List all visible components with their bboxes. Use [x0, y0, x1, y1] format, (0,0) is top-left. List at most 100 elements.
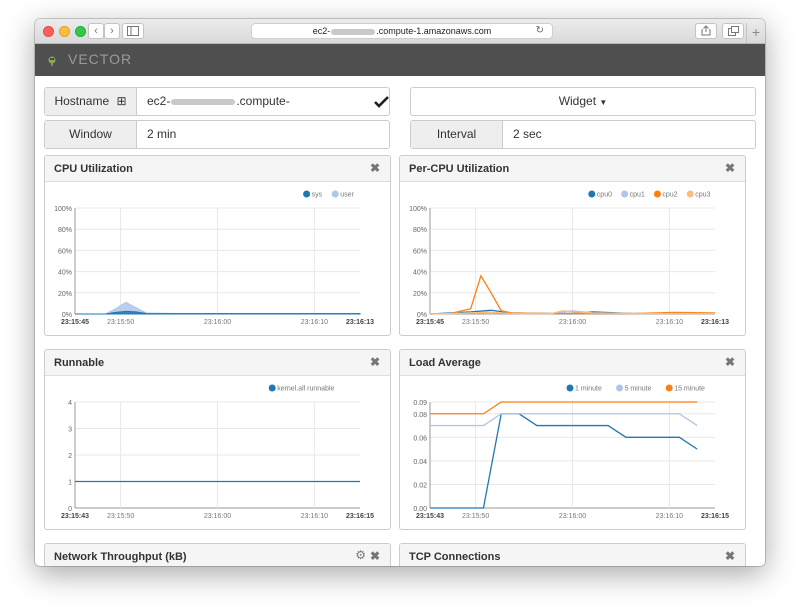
x-tick-label: 23:16:00: [559, 513, 586, 520]
url-prefix: ec2-: [312, 26, 331, 36]
x-tick-label: 23:16:00: [204, 513, 231, 520]
chevron-right-icon: ›: [110, 25, 114, 37]
hostname-input[interactable]: ec2-.compute-1.amazonaws.com: [147, 88, 371, 135]
tabs-button[interactable]: [722, 23, 744, 39]
url-suffix: .compute-1.amazonaws.com: [376, 26, 492, 36]
minimize-window-button[interactable]: [59, 26, 70, 37]
caret-down-icon: ▼: [599, 98, 608, 107]
legend-label: sys: [312, 192, 323, 199]
interval-field: Interval 2 sec: [410, 120, 756, 149]
sidebar-button[interactable]: [122, 23, 144, 39]
series-line-5 minute: [430, 413, 698, 427]
cpu-utilization-panel: CPU Utilization ✖ 0% 20% 40% 60% 80% 100% 23:1…: [44, 155, 391, 336]
forward-button[interactable]: ›: [104, 23, 120, 39]
legend-label: 1 minute: [575, 386, 602, 393]
back-button[interactable]: ‹: [88, 23, 104, 39]
close-icon[interactable]: ✖: [724, 549, 735, 563]
x-tick-label: 23:16:00: [559, 319, 586, 326]
reload-icon[interactable]: ↻: [535, 25, 544, 36]
share-button[interactable]: [695, 23, 717, 39]
y-tick-label: 100%: [409, 206, 427, 213]
widget-dropdown[interactable]: Widget ▼: [410, 87, 756, 116]
interval-label: Interval: [436, 127, 477, 141]
panel-header: CPU Utilization ✖: [45, 156, 390, 182]
checkmark-icon: [374, 96, 389, 108]
y-tick-label: 0.00: [413, 506, 427, 513]
window-label: Window: [69, 127, 112, 141]
gear-icon[interactable]: ⚙: [355, 548, 366, 562]
window-field: Window 2 min: [44, 120, 390, 149]
panel-header: TCP Connections ✖: [400, 544, 745, 566]
zoom-window-button[interactable]: [75, 26, 86, 37]
expand-square-icon[interactable]: ⊞: [116, 94, 127, 108]
x-tick-label: 23:15:45: [416, 319, 444, 326]
interval-input[interactable]: 2 sec: [513, 127, 542, 141]
per-cpu-utilization-panel: Per-CPU Utilization ✖ 0% 20% 40% 60% 80% 100%…: [399, 155, 746, 336]
network-throughput-panel: Network Throughput (kB) ⚙ ✖: [44, 543, 391, 566]
panel-header: Runnable ✖: [45, 350, 390, 376]
window-input[interactable]: 2 min: [147, 127, 177, 141]
close-icon[interactable]: ✖: [369, 161, 380, 175]
x-tick-label: 23:16:13: [346, 319, 374, 326]
hostname-prefix: ec2-: [147, 94, 171, 108]
close-icon[interactable]: ✖: [369, 549, 380, 563]
x-tick-label: 23:15:50: [107, 513, 134, 520]
chevron-left-icon: ‹: [94, 25, 98, 37]
y-tick-label: 20%: [58, 291, 72, 298]
y-tick-label: 100%: [54, 206, 72, 213]
x-tick-label: 23:15:50: [107, 319, 134, 326]
sidebar-icon: [127, 26, 139, 36]
close-icon[interactable]: ✖: [724, 355, 735, 369]
redacted-hostname: [171, 98, 236, 105]
y-tick-label: 1: [68, 480, 72, 487]
tabs-icon: [727, 26, 739, 36]
app-navbar: VECTOR: [35, 44, 765, 76]
x-tick-label: 23:15:43: [61, 513, 89, 520]
y-tick-label: 20%: [413, 291, 427, 298]
x-tick-label: 23:16:15: [701, 513, 729, 520]
cpu-utilization-chart: 0% 20% 40% 60% 80% 100% 23:15:45 23:15:50 23:16:…: [54, 190, 374, 326]
dashboard: Hostname ⊞ ec2-.compute-1.amazonaws.com …: [35, 76, 765, 566]
address-bar[interactable]: ec2- .compute-1.amazonaws.com ↻: [251, 23, 553, 39]
x-tick-label: 23:16:10: [301, 513, 328, 520]
y-tick-label: 4: [68, 400, 72, 407]
close-icon[interactable]: ✖: [369, 355, 380, 369]
legend-swatch: [303, 190, 311, 198]
panel-title: Per-CPU Utilization: [409, 163, 510, 175]
close-window-button[interactable]: [43, 26, 54, 37]
new-tab-button[interactable]: +: [746, 23, 765, 43]
load-average-chart: 0.00 0.02 0.04 0.06 0.08 0.09 23:15:43 23:15:50…: [413, 384, 729, 520]
y-tick-label: 80%: [58, 227, 72, 234]
close-icon[interactable]: ✖: [724, 161, 735, 175]
x-tick-label: 23:16:15: [346, 513, 374, 520]
x-tick-label: 23:15:43: [416, 513, 444, 520]
legend-swatch: [588, 190, 596, 198]
panel-header: Network Throughput (kB) ⚙ ✖: [45, 544, 390, 566]
legend-label: cpu3: [695, 192, 710, 199]
share-icon: [701, 25, 711, 36]
load-average-panel: Load Average ✖ 0.00 0.02 0.04 0.06 0.08 0.09 2…: [399, 349, 746, 530]
x-tick-label: 23:16:00: [204, 319, 231, 326]
y-tick-label: 60%: [58, 248, 72, 255]
vector-logo-icon: [48, 56, 56, 66]
y-tick-label: 0.08: [413, 412, 427, 419]
legend-swatch: [566, 384, 574, 392]
series-line-1 minute: [430, 413, 698, 509]
y-tick-label: 60%: [413, 248, 427, 255]
y-tick-label: 0%: [62, 312, 72, 319]
x-tick-label: 23:16:10: [656, 319, 683, 326]
x-tick-label: 23:16:10: [656, 513, 683, 520]
panel-header: Per-CPU Utilization ✖: [400, 156, 745, 182]
legend-label: 5 minute: [625, 386, 652, 393]
y-tick-label: 0.04: [413, 459, 427, 466]
panel-title: CPU Utilization: [54, 163, 133, 175]
browser-window: ‹ › ec2- .compute-1.amazonaws.com ↻ + VEC…: [35, 19, 765, 566]
legend-label: user: [340, 192, 354, 199]
y-tick-label: 0: [68, 506, 72, 513]
x-tick-label: 23:16:13: [701, 319, 729, 326]
app-brand[interactable]: VECTOR: [68, 51, 133, 67]
legend-label: 15 minute: [674, 386, 705, 393]
legend-swatch: [268, 384, 276, 392]
legend-swatch: [665, 384, 673, 392]
widget-label: Widget: [558, 94, 597, 108]
